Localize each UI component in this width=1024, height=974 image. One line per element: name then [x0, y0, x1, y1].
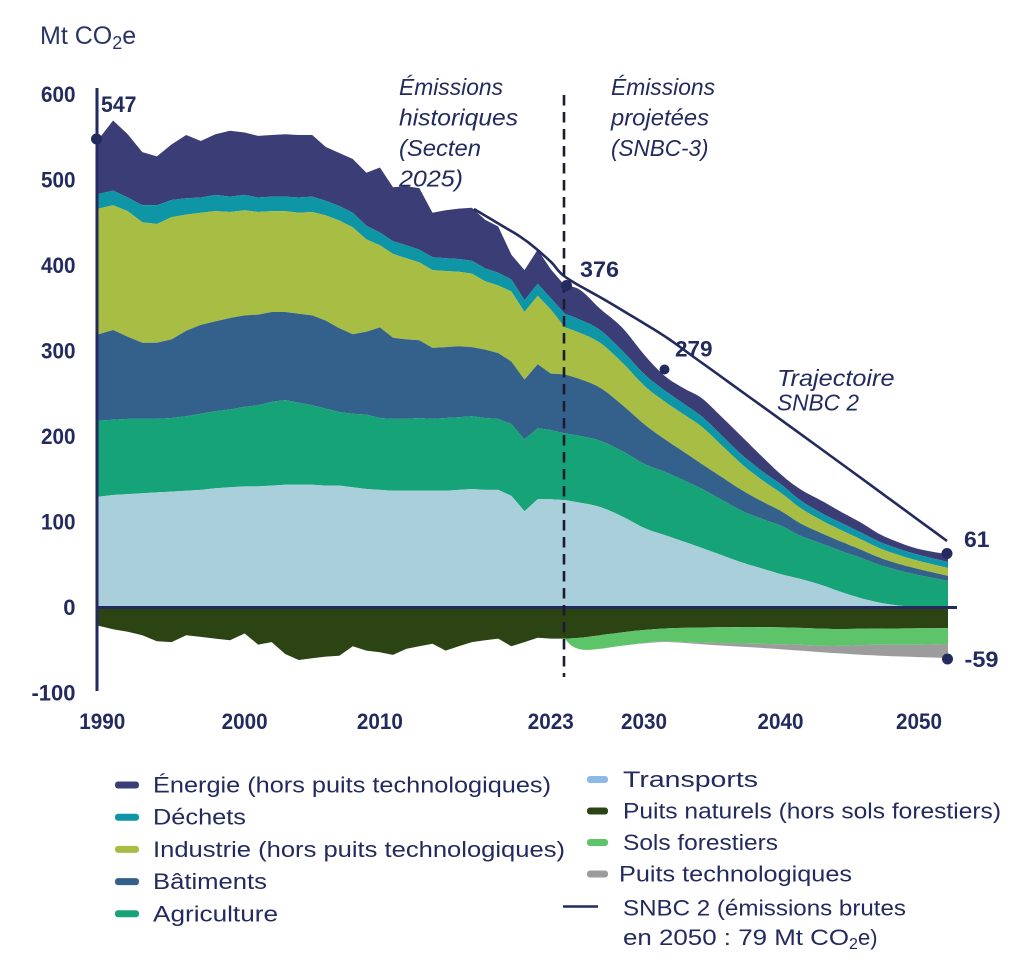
- svg-text:400: 400: [41, 253, 76, 278]
- svg-text:(Secten: (Secten: [399, 135, 481, 161]
- svg-text:1990: 1990: [79, 709, 125, 734]
- svg-text:2023: 2023: [528, 709, 574, 734]
- svg-text:Industrie (hors puits technolo: Industrie (hors puits technologiques): [153, 837, 565, 862]
- svg-text:100: 100: [41, 510, 76, 535]
- svg-text:2025): 2025): [398, 166, 463, 192]
- svg-text:projetées: projetées: [610, 105, 710, 131]
- svg-text:0: 0: [63, 595, 75, 620]
- svg-text:Transports: Transports: [623, 767, 758, 792]
- svg-text:-59: -59: [965, 647, 999, 672]
- svg-text:500: 500: [41, 168, 76, 193]
- svg-text:376: 376: [580, 257, 619, 282]
- svg-text:-100: -100: [31, 681, 75, 706]
- svg-text:200: 200: [41, 424, 76, 449]
- svg-text:Agriculture: Agriculture: [153, 901, 278, 926]
- svg-text:Trajectoire: Trajectoire: [777, 365, 895, 391]
- svg-text:2050: 2050: [896, 709, 942, 734]
- svg-text:Bâtiments: Bâtiments: [153, 869, 267, 894]
- svg-text:279: 279: [675, 337, 713, 362]
- svg-text:en 2050 : 79 Mt CO: en 2050 : 79 Mt CO: [623, 925, 849, 950]
- svg-text:547: 547: [101, 92, 137, 117]
- svg-text:2000: 2000: [222, 709, 268, 734]
- svg-text:600: 600: [41, 82, 76, 107]
- svg-text:(SNBC-3): (SNBC-3): [611, 135, 709, 161]
- svg-text:Sols forestiers: Sols forestiers: [623, 830, 778, 855]
- svg-text:Mt CO2e: Mt CO2e: [40, 22, 136, 53]
- svg-text:historiques: historiques: [399, 105, 519, 131]
- svg-text:Puits naturels (hors sols fore: Puits naturels (hors sols forestiers): [623, 799, 1001, 824]
- svg-text:SNBC 2: SNBC 2: [777, 390, 859, 416]
- svg-text:2010: 2010: [357, 709, 403, 734]
- svg-text:Puits technologiques: Puits technologiques: [619, 862, 852, 887]
- svg-text:e): e): [858, 925, 878, 950]
- svg-text:Déchets: Déchets: [153, 805, 246, 830]
- svg-text:SNBC 2 (émissions brutes: SNBC 2 (émissions brutes: [623, 896, 906, 921]
- svg-text:300: 300: [41, 339, 76, 364]
- svg-text:Émissions: Émissions: [611, 74, 715, 100]
- svg-text:2040: 2040: [758, 709, 804, 734]
- svg-text:61: 61: [964, 527, 990, 552]
- svg-text:2: 2: [849, 936, 858, 953]
- svg-text:Énergie (hors puits technologi: Énergie (hors puits technologiques): [153, 773, 551, 798]
- svg-text:2030: 2030: [621, 709, 667, 734]
- svg-text:Émissions: Émissions: [399, 74, 503, 100]
